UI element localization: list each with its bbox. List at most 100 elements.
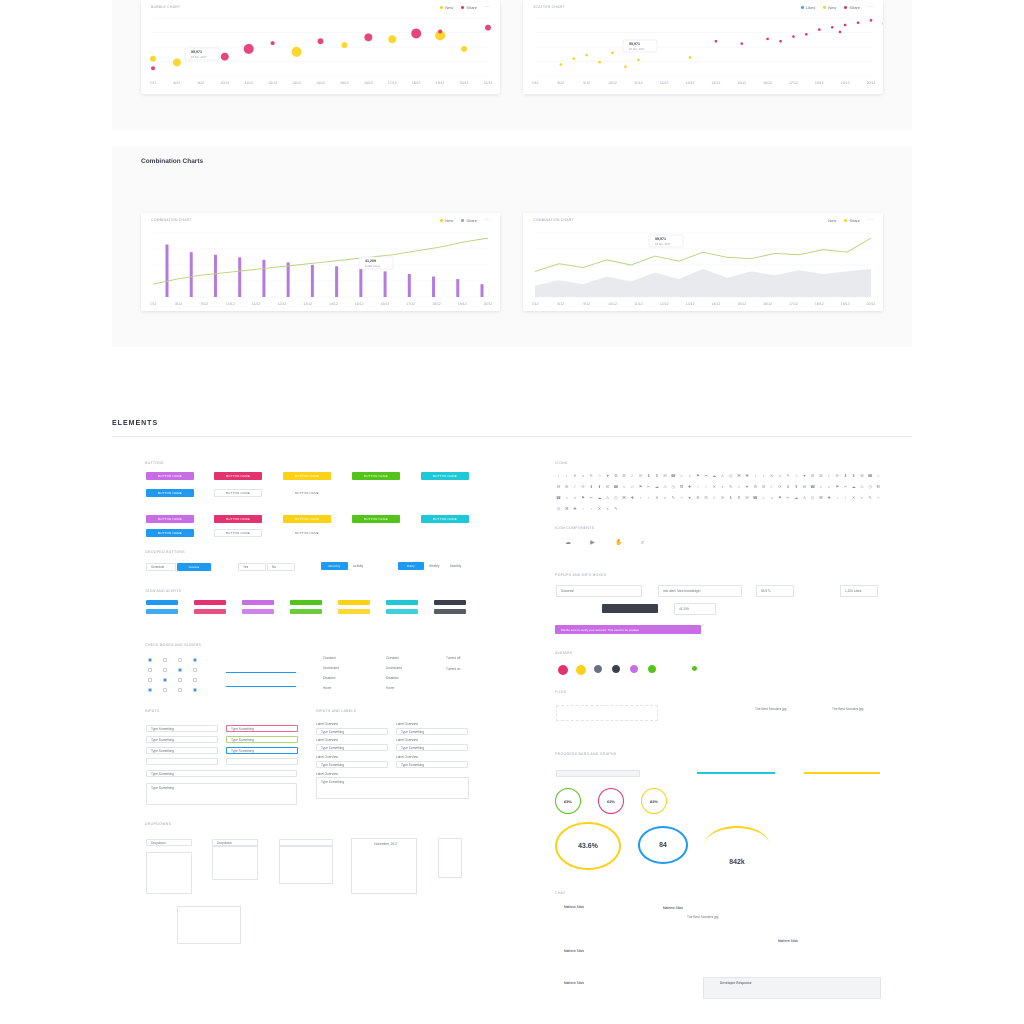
ui-icon[interactable]: ✕ bbox=[852, 495, 856, 500]
checkbox[interactable] bbox=[148, 658, 152, 662]
ui-icon[interactable]: ☁ bbox=[654, 484, 659, 489]
ui-icon[interactable]: ✂ bbox=[647, 484, 651, 489]
text-input[interactable]: Type Something bbox=[316, 728, 388, 735]
ui-icon[interactable]: ☎ bbox=[613, 484, 619, 489]
checkbox[interactable] bbox=[163, 678, 167, 682]
text-input[interactable]: Type Something bbox=[146, 770, 297, 777]
ui-icon[interactable]: ⌂ bbox=[680, 473, 683, 478]
ui-icon[interactable]: ⬇ bbox=[647, 473, 651, 478]
ui-icon[interactable]: › bbox=[844, 495, 847, 500]
ui-icon[interactable]: ◷ bbox=[671, 484, 676, 489]
checkbox[interactable] bbox=[193, 658, 197, 662]
ui-icon[interactable]: ‹ bbox=[836, 495, 838, 500]
ui-icon[interactable]: ⌕ bbox=[663, 495, 667, 500]
ui-icon[interactable]: ⟳ bbox=[778, 484, 782, 489]
ui-icon[interactable]: ♥ bbox=[688, 495, 691, 500]
grouped-guests[interactable]: Guests bbox=[177, 563, 211, 571]
ui-icon[interactable]: ☆ bbox=[597, 473, 602, 478]
color-button[interactable]: BUTTON NAME bbox=[421, 515, 469, 523]
ui-icon[interactable]: ⌕ bbox=[581, 473, 585, 478]
color-button[interactable]: BUTTON NAME bbox=[352, 515, 400, 523]
ui-icon[interactable]: ☆ bbox=[737, 484, 741, 489]
checkbox[interactable] bbox=[163, 688, 167, 692]
component-icon[interactable]: ▶ bbox=[590, 540, 595, 546]
ui-icon[interactable]: ⚙ bbox=[810, 473, 815, 478]
ui-icon[interactable]: ☁ bbox=[712, 473, 717, 478]
checkbox[interactable] bbox=[193, 688, 197, 692]
checkbox[interactable] bbox=[148, 678, 152, 682]
ui-icon[interactable]: ✓ bbox=[712, 495, 716, 500]
ui-icon[interactable]: ⬇ bbox=[589, 484, 593, 489]
ui-icon[interactable]: ✎ bbox=[786, 473, 790, 478]
password-input[interactable] bbox=[226, 758, 298, 765]
ui-icon[interactable]: ⬆ bbox=[852, 473, 856, 478]
ui-icon[interactable]: ✚ bbox=[745, 473, 749, 478]
ui-icon[interactable]: ⌂ bbox=[565, 495, 568, 500]
checkbox[interactable] bbox=[178, 668, 182, 672]
ui-icon[interactable]: ✎ bbox=[589, 473, 593, 478]
checkbox[interactable] bbox=[148, 668, 152, 672]
calendar[interactable]: November, 2017 bbox=[351, 838, 417, 894]
ui-icon[interactable]: ✕ bbox=[655, 495, 659, 500]
ui-icon[interactable]: ⌂ bbox=[877, 473, 880, 478]
grouped-no[interactable]: No bbox=[267, 563, 295, 571]
ui-icon[interactable]: ⚙ bbox=[556, 484, 561, 489]
ui-icon[interactable]: ⟳ bbox=[638, 473, 643, 478]
ui-icon[interactable]: ♥ bbox=[803, 473, 806, 478]
avatar[interactable] bbox=[648, 665, 656, 673]
ui-icon[interactable]: ‹ bbox=[754, 473, 756, 478]
color-button[interactable]: BUTTON NAME bbox=[146, 515, 194, 523]
grouped-daily[interactable]: Daily bbox=[398, 562, 424, 570]
ui-icon[interactable]: ⚙ bbox=[696, 495, 700, 500]
ui-icon[interactable]: ✉ bbox=[606, 484, 610, 489]
banner-alert[interactable]: We Be sure to verify your account. This … bbox=[555, 625, 701, 634]
more-icon[interactable]: ··· bbox=[485, 4, 490, 10]
ui-icon[interactable]: ⚠ bbox=[663, 484, 667, 489]
ui-icon[interactable]: ⬆ bbox=[737, 495, 741, 500]
text-input[interactable]: Type Something bbox=[396, 728, 468, 735]
ui-icon[interactable]: ✉ bbox=[663, 473, 667, 478]
component-icon[interactable]: ⌕ bbox=[640, 540, 645, 546]
dropdown[interactable]: Dropdown bbox=[212, 839, 258, 846]
ui-icon[interactable]: ⚠ bbox=[720, 473, 725, 478]
ui-icon[interactable]: ◷ bbox=[728, 473, 733, 478]
ui-icon[interactable]: ✉ bbox=[802, 484, 807, 489]
ui-icon[interactable]: ☆ bbox=[794, 473, 799, 478]
grouped-schedule[interactable]: Schedule bbox=[146, 563, 176, 571]
ui-icon[interactable]: ✕ bbox=[712, 484, 716, 489]
more-icon[interactable]: ··· bbox=[868, 217, 873, 223]
ui-icon[interactable]: ✕ bbox=[573, 473, 577, 478]
ui-icon[interactable]: ⚙ bbox=[614, 473, 618, 478]
color-button[interactable]: BUTTON NAME bbox=[214, 472, 262, 480]
avatar[interactable] bbox=[630, 665, 638, 673]
ui-icon[interactable]: ☰ bbox=[819, 473, 823, 478]
primary-button[interactable]: BUTTON NAME bbox=[146, 529, 194, 537]
ui-icon[interactable]: ⟳ bbox=[835, 473, 839, 478]
ui-icon[interactable]: ⬆ bbox=[597, 484, 602, 489]
slider-track[interactable] bbox=[226, 672, 296, 673]
ui-icon[interactable]: ☎ bbox=[867, 473, 873, 478]
more-icon[interactable]: ··· bbox=[868, 4, 873, 10]
ui-icon[interactable]: ✚ bbox=[688, 484, 692, 489]
ui-icon[interactable]: ✎ bbox=[614, 506, 618, 511]
ui-icon[interactable]: ⬇ bbox=[729, 495, 733, 500]
avatar[interactable] bbox=[594, 665, 602, 673]
color-button[interactable]: BUTTON NAME bbox=[283, 515, 331, 523]
ui-icon[interactable]: ⌕ bbox=[860, 495, 864, 500]
ui-icon[interactable]: ✉ bbox=[745, 495, 749, 500]
ui-icon[interactable]: ☁ bbox=[794, 495, 799, 500]
text-input[interactable]: Type Something bbox=[226, 725, 298, 732]
ui-icon[interactable]: ‹ bbox=[582, 506, 584, 511]
text-input[interactable]: Type Something bbox=[396, 761, 468, 768]
ui-icon[interactable]: ⚠ bbox=[860, 484, 864, 489]
text-input[interactable]: Type Something bbox=[226, 736, 298, 743]
ui-icon[interactable]: ✓ bbox=[827, 473, 831, 478]
primary-button[interactable]: BUTTON NAME bbox=[146, 489, 194, 497]
ghost-button[interactable]: BUTTON NAME bbox=[295, 491, 319, 495]
color-button[interactable]: BUTTON NAME bbox=[214, 515, 262, 523]
ui-icon[interactable]: ⚠ bbox=[605, 495, 610, 500]
ui-icon[interactable]: ☆ bbox=[876, 495, 881, 500]
ui-icon[interactable]: ⚑ bbox=[835, 484, 840, 489]
ui-icon[interactable]: ⌕ bbox=[721, 484, 724, 489]
ui-icon[interactable]: ⚑ bbox=[581, 495, 585, 500]
